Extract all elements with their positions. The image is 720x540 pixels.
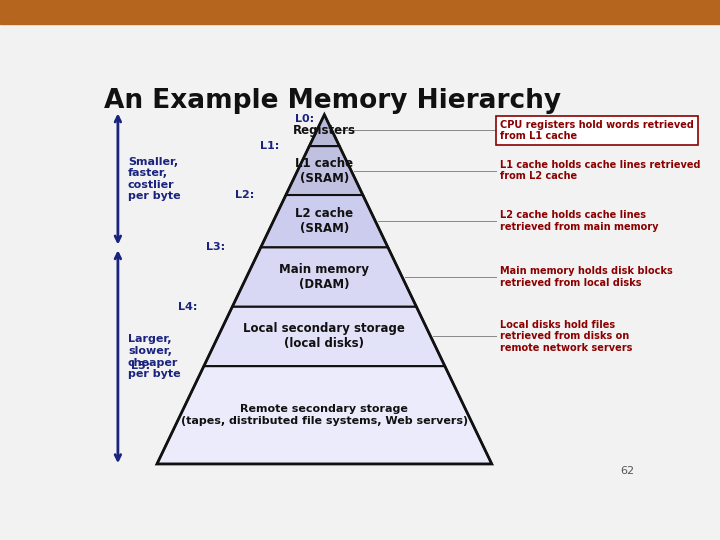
Text: CPU registers hold words retrieved
from L1 cache: CPU registers hold words retrieved from … <box>500 120 694 141</box>
Text: Main memory holds disk blocks
retrieved from local disks: Main memory holds disk blocks retrieved … <box>500 266 673 288</box>
Text: Larger,
slower,
cheaper
per byte: Larger, slower, cheaper per byte <box>128 334 181 379</box>
Text: L3:: L3: <box>207 242 225 252</box>
Polygon shape <box>204 307 445 366</box>
Polygon shape <box>310 114 339 146</box>
Text: Smaller,
faster,
costlier
per byte: Smaller, faster, costlier per byte <box>128 157 181 201</box>
Text: L4:: L4: <box>178 302 197 312</box>
Text: An Example Memory Hierarchy: An Example Memory Hierarchy <box>104 87 561 113</box>
Text: Local secondary storage
(local disks): Local secondary storage (local disks) <box>243 322 405 350</box>
Text: L5:: L5: <box>131 361 150 371</box>
Text: Local disks hold files
retrieved from disks on
remote network servers: Local disks hold files retrieved from di… <box>500 320 632 353</box>
Text: L0:: L0: <box>295 114 314 124</box>
Text: L1:: L1: <box>260 141 279 151</box>
Text: Remote secondary storage
(tapes, distributed file systems, Web servers): Remote secondary storage (tapes, distrib… <box>181 404 468 426</box>
Polygon shape <box>233 247 416 307</box>
Text: Registers: Registers <box>293 124 356 137</box>
Text: Main memory
(DRAM): Main memory (DRAM) <box>279 263 369 291</box>
Text: L1 cache
(SRAM): L1 cache (SRAM) <box>295 157 354 185</box>
Text: L2:: L2: <box>235 190 254 200</box>
Polygon shape <box>157 366 492 464</box>
Text: L1 cache holds cache lines retrieved
from L2 cache: L1 cache holds cache lines retrieved fro… <box>500 160 701 181</box>
Text: L2 cache
(SRAM): L2 cache (SRAM) <box>295 207 354 235</box>
Text: L2 cache holds cache lines
retrieved from main memory: L2 cache holds cache lines retrieved fro… <box>500 211 659 232</box>
Text: 62: 62 <box>620 467 634 476</box>
Polygon shape <box>261 195 388 247</box>
Polygon shape <box>286 146 363 195</box>
